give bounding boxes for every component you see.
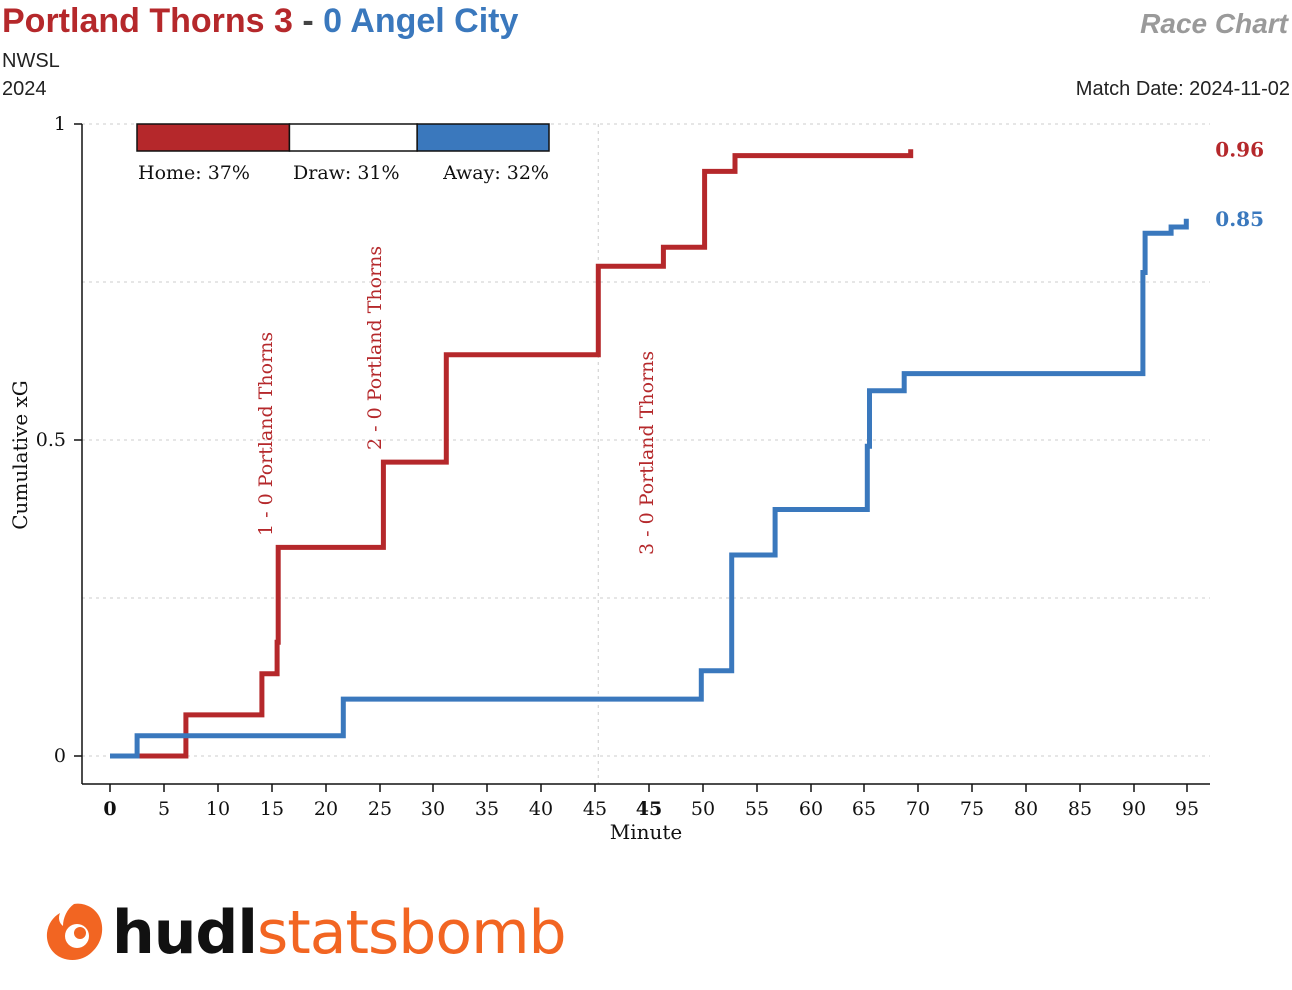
match-title: Portland Thorns 3 - 0 Angel City [2,2,518,41]
x-tick-label-2: 10 [206,798,230,820]
final-value-home: 0.96 [1215,137,1264,161]
x-tick-label-15: 70 [906,798,930,820]
race-chart-label: Race Chart [1140,8,1288,39]
goal-annotation-1: 1 - 0 Portland Thorns [255,332,277,536]
x-tick-label-9: 45 [583,798,607,820]
goal-annotation-3: 3 - 0 Portland Thorns [636,351,658,555]
y-tick-label-2: 1 [54,113,66,135]
x-tick-label-13: 60 [799,798,823,820]
y-tick-label-1: 0.5 [36,429,66,451]
score-separator: - [302,2,314,40]
home-team-score: Portland Thorns 3 [2,2,293,40]
prob-draw-segment [288,123,418,152]
hudl-statsbomb-logo: hudlstatsbomb [44,898,567,968]
outcome-probability-bar: Home: 37% Draw: 31% Away: 32% [136,123,550,184]
x-ticks: 0 5 10 15 20 25 30 35 40 45 45 50 55 60 65 70 75 80 85 90 95 [103,784,1199,820]
prob-home-label: Home: 37% [138,162,250,184]
x-tick-label-16: 75 [960,798,984,820]
grid [82,123,1210,784]
x-tick-label-18: 85 [1068,798,1092,820]
prob-away-label: Away: 32% [442,162,549,184]
x-axis-title: Minute [610,820,683,844]
away-team-score: 0 Angel City [323,2,519,40]
xg-series [110,149,1189,759]
x-tick-label-4: 20 [314,798,338,820]
goal-annotation-2: 2 - 0 Portland Thorns [364,246,386,450]
prob-draw-label: Draw: 31% [293,162,400,184]
final-values: 0.96 0.85 [1215,137,1264,231]
x-tick-label-12: 55 [745,798,769,820]
x-tick-label-0: 0 [103,798,116,820]
prob-away-segment [416,123,550,152]
x-tick-label-8: 40 [529,798,553,820]
x-tick-label-6: 30 [421,798,445,820]
league-label: NWSL [2,50,60,72]
x-tick-label-14: 65 [852,798,876,820]
final-value-away: 0.85 [1215,207,1264,231]
race-chart: Minute Cumulative xG 0 5 10 15 20 25 30 35 40 45 4… [8,113,1264,844]
x-tick-label-5: 25 [368,798,392,820]
statsbomb-flame-icon [46,903,103,960]
goal-annotations: 1 - 0 Portland Thorns 2 - 0 Portland Thor… [255,246,658,555]
x-tick-label-19: 90 [1122,798,1146,820]
series-line-home [110,149,914,759]
y-ticks: 00.51 [36,113,82,767]
x-tick-label-1: 5 [158,798,170,820]
logo-wordmark: hudlstatsbomb [112,898,567,968]
axes: Minute Cumulative xG [8,124,1210,844]
x-tick-label-7: 35 [475,798,499,820]
x-tick-label-3: 15 [260,798,284,820]
season-label: 2024 [2,78,47,100]
x-tick-label-20: 95 [1175,798,1199,820]
y-axis-title: Cumulative xG [8,380,32,530]
x-tick-label-10: 45 [636,798,662,820]
x-tick-label-11: 50 [691,798,715,820]
match-date: Match Date: 2024-11-02 [1075,78,1290,100]
y-tick-label-0: 0 [54,745,66,767]
prob-home-segment [136,123,291,152]
x-tick-label-17: 80 [1014,798,1038,820]
series-line-away [110,218,1189,759]
